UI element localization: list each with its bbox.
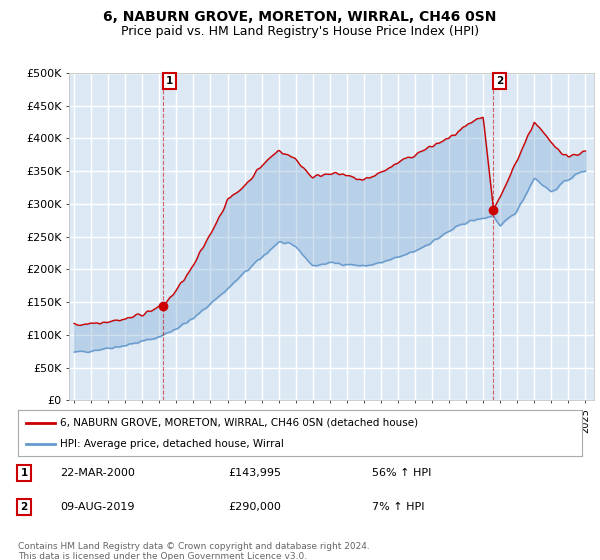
Text: £290,000: £290,000 — [228, 502, 281, 512]
Text: 2: 2 — [20, 502, 28, 512]
Text: 1: 1 — [166, 76, 173, 86]
Text: 7% ↑ HPI: 7% ↑ HPI — [372, 502, 425, 512]
Text: £143,995: £143,995 — [228, 468, 281, 478]
Text: 22-MAR-2000: 22-MAR-2000 — [60, 468, 135, 478]
Text: Price paid vs. HM Land Registry's House Price Index (HPI): Price paid vs. HM Land Registry's House … — [121, 25, 479, 38]
Text: HPI: Average price, detached house, Wirral: HPI: Average price, detached house, Wirr… — [60, 439, 284, 449]
Text: 1: 1 — [20, 468, 28, 478]
Text: 6, NABURN GROVE, MORETON, WIRRAL, CH46 0SN (detached house): 6, NABURN GROVE, MORETON, WIRRAL, CH46 0… — [60, 418, 418, 428]
Text: 6, NABURN GROVE, MORETON, WIRRAL, CH46 0SN: 6, NABURN GROVE, MORETON, WIRRAL, CH46 0… — [103, 10, 497, 24]
Text: 2: 2 — [496, 76, 503, 86]
Text: Contains HM Land Registry data © Crown copyright and database right 2024.
This d: Contains HM Land Registry data © Crown c… — [18, 542, 370, 560]
Text: 56% ↑ HPI: 56% ↑ HPI — [372, 468, 431, 478]
Text: 09-AUG-2019: 09-AUG-2019 — [60, 502, 134, 512]
